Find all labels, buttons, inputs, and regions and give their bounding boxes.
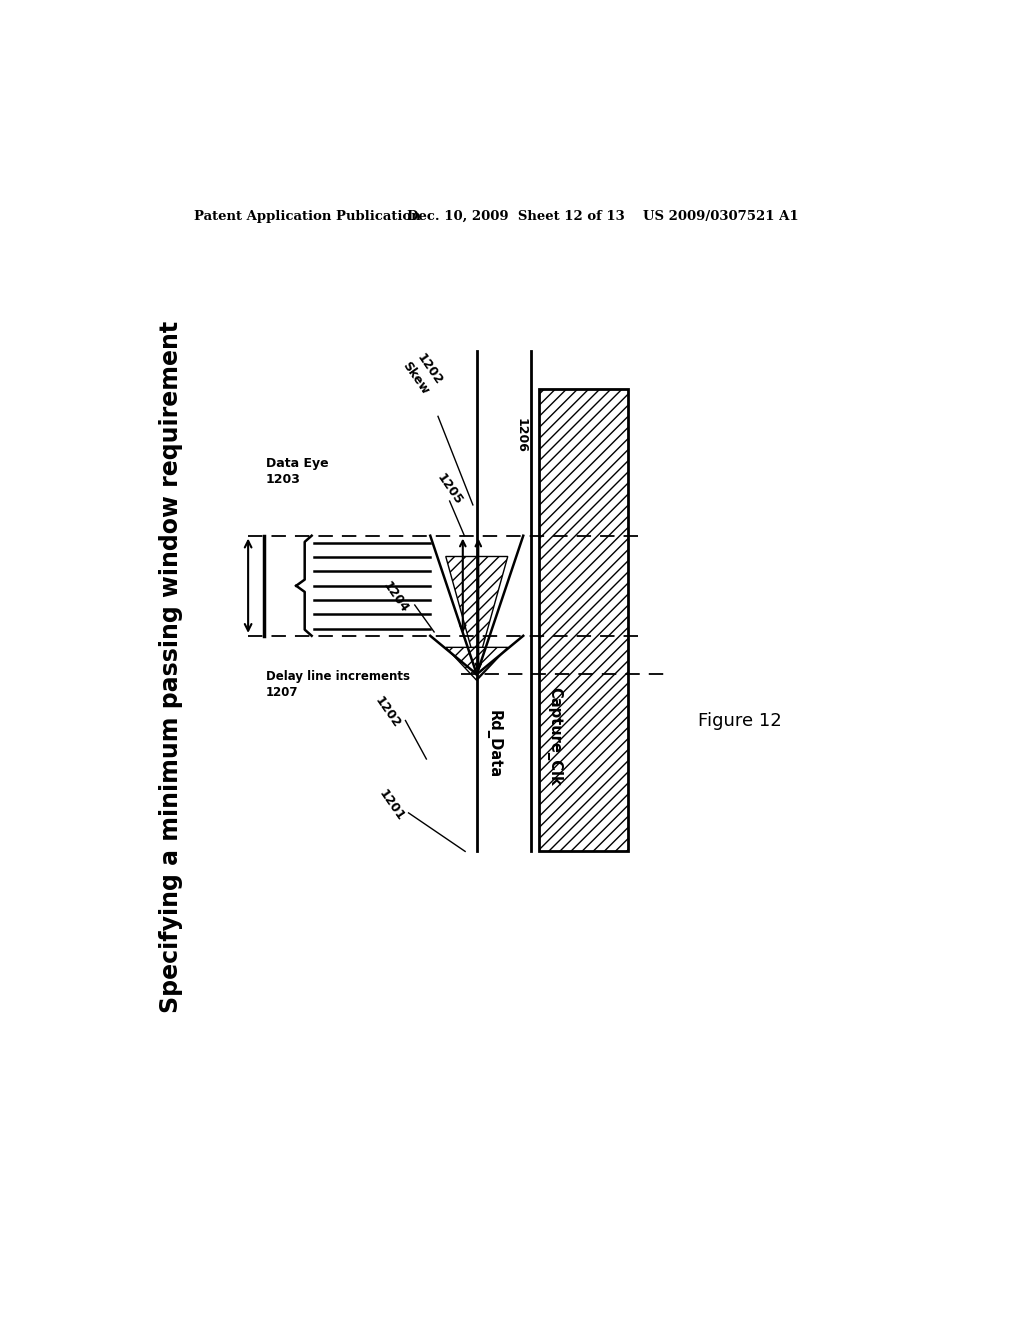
Text: Capture_Clk: Capture_Clk <box>547 686 562 785</box>
Text: Specifying a minimum passing window requirement: Specifying a minimum passing window requ… <box>159 321 182 1012</box>
Text: 1201: 1201 <box>376 787 407 824</box>
Text: Delay line increments
1207: Delay line increments 1207 <box>266 671 410 700</box>
Bar <box>539 389 628 851</box>
Text: 1206: 1206 <box>514 418 527 453</box>
Text: Data Eye
1203: Data Eye 1203 <box>266 457 329 486</box>
Text: Dec. 10, 2009  Sheet 12 of 13: Dec. 10, 2009 Sheet 12 of 13 <box>407 210 625 223</box>
Text: US 2009/0307521 A1: US 2009/0307521 A1 <box>643 210 799 223</box>
Text: 1205: 1205 <box>434 471 465 508</box>
Text: Figure 12: Figure 12 <box>698 711 782 730</box>
Text: 1202: 1202 <box>373 694 403 731</box>
Text: 1202
Skew: 1202 Skew <box>400 350 445 397</box>
Text: 1204: 1204 <box>380 579 411 615</box>
Text: Patent Application Publication: Patent Application Publication <box>194 210 421 223</box>
Polygon shape <box>445 557 508 668</box>
Polygon shape <box>445 647 508 681</box>
Text: Rd_Data: Rd_Data <box>486 710 502 777</box>
